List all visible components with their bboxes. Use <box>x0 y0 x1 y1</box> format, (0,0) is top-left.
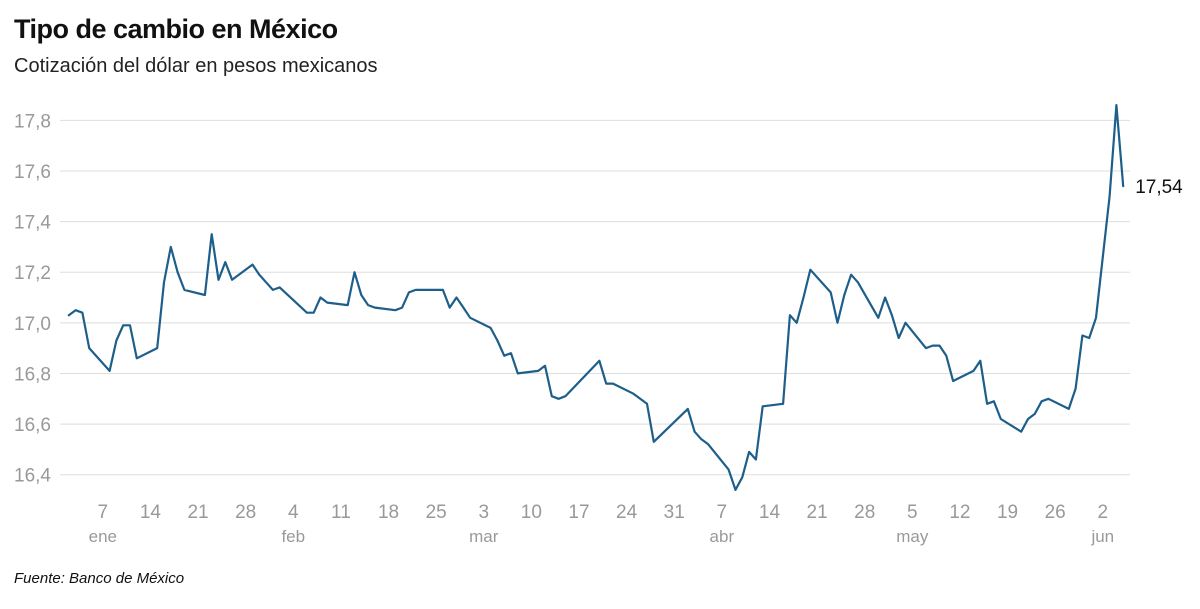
data-series <box>67 103 1125 491</box>
x-tick-label: 28 <box>854 502 875 523</box>
x-tick-label: 17 <box>568 502 589 523</box>
x-month-label: mar <box>469 527 499 546</box>
series-line <box>67 103 1125 491</box>
x-tick-label: 7 <box>717 502 728 523</box>
x-tick-label: 21 <box>807 502 828 523</box>
y-axis-ticks: 16,4 16,6 16,8 17,0 17,2 17,4 17,6 17,8 <box>14 111 51 486</box>
x-tick-label: 26 <box>1045 502 1066 523</box>
y-tick-label: 17,8 <box>14 111 51 132</box>
x-month-label: feb <box>281 527 305 546</box>
x-month-label: jun <box>1090 527 1114 546</box>
x-tick-label: 3 <box>478 502 489 523</box>
x-tick-label: 12 <box>949 502 970 523</box>
x-tick-label: 5 <box>907 502 918 523</box>
x-tick-label: 19 <box>997 502 1018 523</box>
x-tick-label: 18 <box>378 502 399 523</box>
x-tick-label: 14 <box>140 502 162 523</box>
last-value-label: 17,54 <box>1135 177 1183 198</box>
x-tick-label: 10 <box>521 502 542 523</box>
x-tick-label: 21 <box>187 502 208 523</box>
x-tick-label: 31 <box>664 502 685 523</box>
y-tick-label: 16,8 <box>14 364 51 385</box>
x-tick-label: 11 <box>331 502 351 523</box>
x-tick-label: 14 <box>759 502 781 523</box>
x-tick-label: 7 <box>98 502 109 523</box>
x-tick-label: 24 <box>616 502 638 523</box>
y-tick-label: 16,6 <box>14 415 51 436</box>
x-month-label: may <box>896 527 929 546</box>
y-tick-label: 17,4 <box>14 213 51 234</box>
x-month-label: ene <box>89 527 117 546</box>
annotations: 17,54 <box>1135 177 1183 198</box>
x-tick-label: 25 <box>426 502 447 523</box>
grid-lines <box>60 119 1130 476</box>
x-month-label: abr <box>710 527 735 546</box>
y-tick-label: 17,0 <box>14 314 51 335</box>
x-tick-label: 4 <box>288 502 299 523</box>
chart-subtitle: Cotización del dólar en pesos mexicanos <box>14 55 378 77</box>
y-tick-label: 17,6 <box>14 162 51 183</box>
x-tick-label: 2 <box>1098 502 1109 523</box>
y-tick-label: 16,4 <box>14 466 51 487</box>
chart-title: Tipo de cambio en México <box>14 14 338 44</box>
y-tick-label: 17,2 <box>14 263 51 284</box>
source-note: Fuente: Banco de México <box>14 570 185 587</box>
x-tick-label: 28 <box>235 502 256 523</box>
